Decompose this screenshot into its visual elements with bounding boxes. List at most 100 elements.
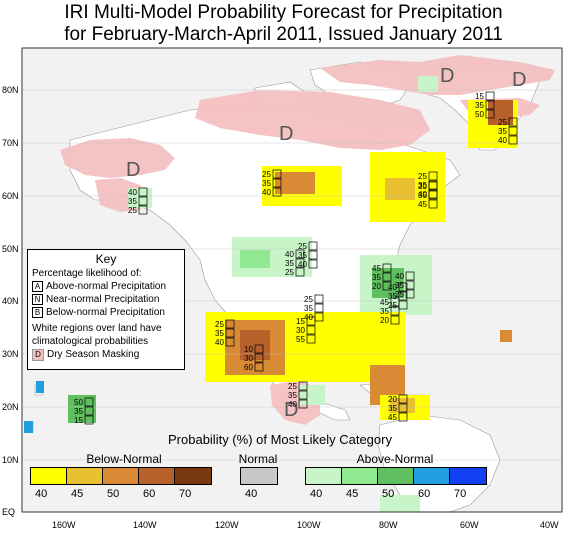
stack-value: 40 [304,313,313,322]
lon-label: 100W [297,520,321,530]
legend-colorbar-below [30,467,212,485]
stack-box [398,394,408,404]
block-above-alaska [128,188,152,208]
key-letter: A [32,281,43,292]
stack-box [306,316,316,326]
stack-box [508,135,518,145]
stack-value: 25 [285,268,294,277]
stack-box [382,272,392,282]
lon-label: 40W [540,520,559,530]
stack-box [485,109,495,119]
legend-colorbar-normal [240,467,278,485]
legend-colorbar-above [305,467,487,485]
stack-value: 40 [262,188,271,197]
legend-swatch [175,468,211,484]
dry-mark: D [440,65,454,87]
block-above-hawaii [68,395,96,423]
dry-mark: D [126,159,140,181]
stack-box [254,362,264,372]
block-above-arctic [418,76,438,92]
key-item-above: A Above-normal Precipitation [32,280,180,293]
stack-value: 35 [74,407,83,416]
lat-label: 10N [2,455,19,465]
stack-value: 55 [296,335,305,344]
key-item-near: N Near-normal Precipitation [32,293,180,306]
stack-value: 25 [498,118,507,127]
legend-value-label: 50 [382,488,395,500]
stack-value: 35 [418,181,427,190]
stack-box [225,319,235,329]
key-subtitle: Percentage likelihood of: [32,268,142,279]
block-below-caribbean-core [390,398,415,413]
legend-swatch [31,468,67,484]
legend-value-label: 45 [346,488,359,500]
key-note: White regions over land have climatologi… [32,323,162,347]
legend-swatch [103,468,139,484]
stack-value: 35 [285,259,294,268]
stack-box [308,259,318,269]
legend-swatch [306,468,342,484]
stack-value: 25 [418,172,427,181]
key-label: Below-normal Precipitation [46,307,165,318]
stack-value: 40 [395,272,404,281]
stack-value: 15 [475,92,484,101]
stack-box [428,199,438,209]
legend-swatch [241,468,277,484]
stack-value: 25 [304,295,313,304]
stack-value: 10 [244,345,253,354]
key-box: Key Percentage likelihood of: A Above-no… [27,249,185,370]
stack-value: 35 [475,101,484,110]
title-line-1: IRI Multi-Model Probability Forecast for… [64,2,503,23]
legend-value-label: 40 [35,488,48,500]
dry-season-mask [60,55,555,425]
legend-swatch [414,468,450,484]
stack-box [298,390,308,400]
stack-box [382,263,392,273]
block-above-hawaii-east [36,381,44,393]
block-above-gulf [300,385,325,405]
stack-box [272,187,282,197]
stack-box [84,397,94,407]
stack-value: 35 [128,197,137,206]
stack-value: 50 [74,398,83,407]
legend-value-label: 60 [418,488,431,500]
stack-value: 25 [298,242,307,251]
legend-value-label: 70 [454,488,467,500]
stack-box [306,334,316,344]
stack-value: 35 [298,251,307,260]
stack-box [382,281,392,291]
legend-value-label: 50 [107,488,120,500]
legend-swatch [67,468,103,484]
stack-value: 50 [475,110,484,119]
key-label: Above-normal Precipitation [46,281,167,292]
legend-swatch [378,468,414,484]
stack-box [306,325,316,335]
stack-box [254,344,264,354]
stack-value: 25 [388,301,397,310]
stack-value: 45 [388,413,397,422]
stack-box [272,178,282,188]
key-label: Near-normal Precipitation [46,294,160,305]
title-line-2: for February-March-April 2011, Issued Ja… [64,24,503,45]
stack-box [138,187,148,197]
legend-group-normal-label: Normal [238,452,278,466]
stack-value: 35 [418,191,427,200]
stack-box [508,117,518,127]
stack-value: 40 [285,250,294,259]
stack-value: 35 [215,329,224,338]
stack-box [428,171,438,181]
stack-value: 40 [288,400,297,409]
stack-box [272,169,282,179]
stack-box [405,271,415,281]
dry-mark: D [284,399,298,421]
